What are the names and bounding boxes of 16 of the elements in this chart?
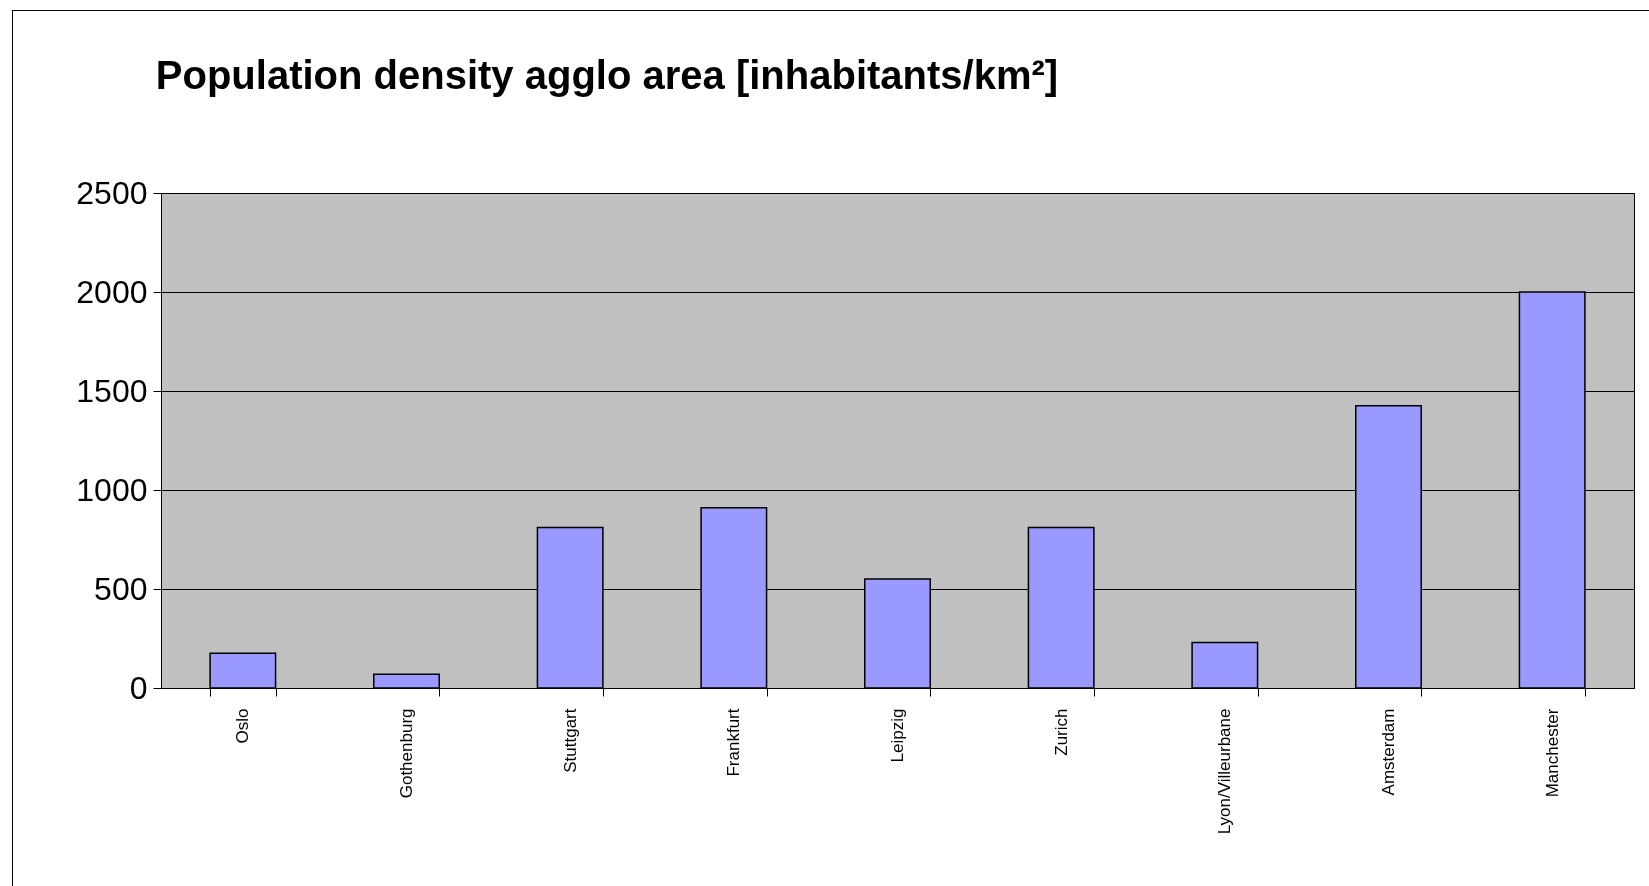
x-tick-label: Zurich bbox=[1051, 708, 1071, 756]
y-tick-label: 2500 bbox=[76, 174, 148, 211]
x-tick-label: Oslo bbox=[233, 708, 253, 744]
chart-title: Population density agglo area [inhabitants/km²] bbox=[155, 53, 1059, 97]
x-tick-label: Gothenburg bbox=[397, 708, 416, 799]
x-tick-label: Frankfurt bbox=[724, 708, 744, 777]
x-tick-label: Amsterdam bbox=[1379, 708, 1398, 796]
x-tick-label: Stuttgart bbox=[560, 708, 580, 773]
y-tick-label: 1000 bbox=[76, 471, 148, 508]
x-tick-label: Leipzig bbox=[888, 708, 907, 763]
y-tick-label: 2000 bbox=[76, 273, 148, 310]
y-tick-label: 1500 bbox=[76, 372, 148, 409]
x-tick-label: Lyon/Villeurbane bbox=[1215, 708, 1235, 835]
y-tick-label: 500 bbox=[94, 570, 148, 607]
y-tick-label: 0 bbox=[129, 669, 148, 706]
x-tick-label: Manchester bbox=[1542, 708, 1562, 798]
